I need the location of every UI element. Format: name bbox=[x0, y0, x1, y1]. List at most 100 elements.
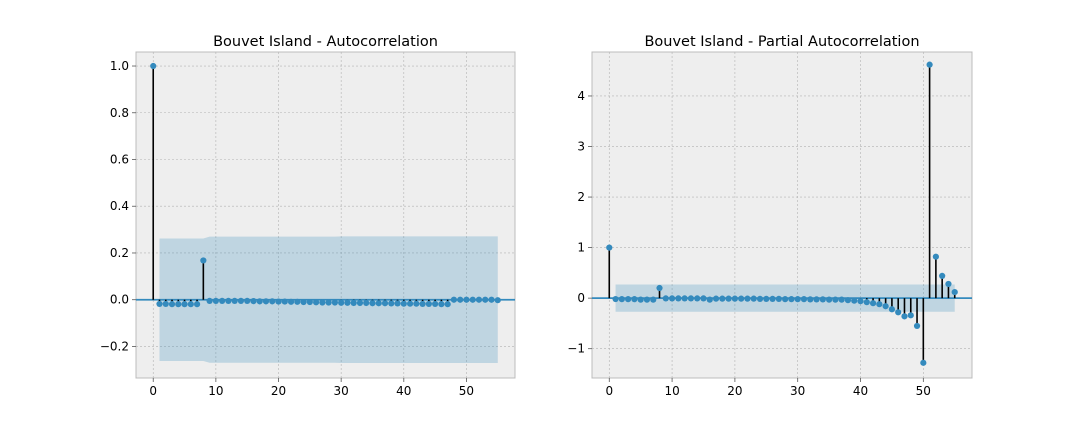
pacf-data-point bbox=[775, 295, 782, 303]
acf-data-point bbox=[494, 297, 501, 304]
acf-x-tick-label: 0 bbox=[149, 384, 157, 398]
acf-data-point bbox=[294, 298, 301, 305]
partial-autocorrelation-x-ticks: 0 10 20 30 40 50 bbox=[605, 378, 931, 398]
pacf-data-point bbox=[719, 295, 726, 302]
acf-data-point bbox=[488, 296, 495, 303]
autocorrelation-markers bbox=[150, 62, 501, 308]
acf-y-tick-label: 0.0 bbox=[110, 293, 129, 307]
pacf-y-tick-label: 3 bbox=[577, 140, 585, 154]
pacf-x-tick-label: 0 bbox=[605, 384, 613, 398]
acf-data-point bbox=[250, 298, 257, 305]
acf-data-point bbox=[475, 296, 483, 303]
acf-data-point bbox=[150, 62, 157, 70]
acf-data-point bbox=[338, 299, 345, 306]
acf-x-tick-label: 10 bbox=[208, 384, 223, 398]
pacf-data-point bbox=[643, 296, 651, 303]
acf-data-point bbox=[356, 299, 364, 307]
acf-x-tick-label: 30 bbox=[334, 384, 349, 398]
acf-y-tick-label: 1.0 bbox=[110, 59, 129, 73]
pacf-data-point bbox=[738, 295, 745, 302]
pacf-data-point bbox=[612, 295, 619, 303]
pacf-data-point bbox=[782, 296, 789, 303]
acf-data-point bbox=[394, 300, 401, 307]
acf-data-point bbox=[432, 300, 439, 308]
pacf-data-point bbox=[725, 295, 732, 302]
autocorrelation-x-ticks: 0 10 20 30 40 50 bbox=[149, 378, 474, 398]
acf-data-point bbox=[256, 298, 263, 305]
autocorrelation-y-ticks: −0.2 0.0 0.2 0.4 0.6 0.8 1.0 bbox=[100, 59, 136, 353]
pacf-data-point bbox=[656, 284, 663, 292]
acf-data-point bbox=[287, 298, 295, 305]
acf-y-tick-label: −0.2 bbox=[100, 339, 129, 353]
pacf-data-point bbox=[813, 296, 820, 303]
acf-data-point bbox=[181, 301, 188, 308]
pacf-data-point bbox=[819, 296, 826, 303]
acf-data-point bbox=[300, 298, 307, 306]
pacf-data-point bbox=[625, 296, 632, 303]
pacf-data-point bbox=[731, 295, 738, 302]
pacf-data-point bbox=[869, 300, 877, 307]
partial-autocorrelation-plot-area bbox=[591, 51, 973, 379]
acf-data-point bbox=[187, 301, 194, 308]
acf-data-point bbox=[406, 300, 414, 307]
pacf-data-point bbox=[932, 253, 939, 260]
acf-data-point bbox=[162, 300, 169, 308]
pacf-data-point bbox=[769, 295, 776, 303]
pacf-data-point bbox=[650, 296, 657, 303]
pacf-data-point bbox=[668, 295, 676, 302]
partial-autocorrelation-title: Bouvet Island - Partial Autocorrelation bbox=[644, 34, 919, 50]
acf-data-point bbox=[200, 257, 207, 264]
pacf-data-point bbox=[700, 295, 707, 302]
acf-data-point bbox=[219, 297, 226, 304]
acf-y-tick-label: 0.4 bbox=[110, 199, 129, 213]
pacf-y-tick-label: 4 bbox=[577, 89, 585, 103]
pacf-data-point bbox=[763, 295, 770, 303]
acf-data-point bbox=[262, 298, 270, 305]
pacf-data-point bbox=[750, 295, 757, 302]
pacf-data-point bbox=[876, 301, 883, 308]
pacf-data-point bbox=[851, 297, 858, 304]
acf-x-tick-label: 20 bbox=[271, 384, 286, 398]
acf-y-tick-label: 0.2 bbox=[110, 246, 129, 260]
pacf-data-point bbox=[694, 295, 701, 302]
acf-data-point bbox=[275, 298, 282, 305]
pacf-data-point bbox=[788, 296, 795, 303]
pacf-data-point bbox=[888, 306, 896, 313]
acf-data-point bbox=[350, 299, 357, 307]
acf-data-point bbox=[400, 300, 407, 307]
pacf-data-point bbox=[857, 298, 864, 305]
acf-data-point bbox=[325, 299, 332, 306]
acf-data-point bbox=[206, 297, 213, 304]
acf-data-point bbox=[269, 298, 276, 305]
pacf-y-tick-label: −1 bbox=[567, 342, 585, 356]
acf-y-tick-label: 0.6 bbox=[110, 152, 129, 166]
acf-data-point bbox=[463, 296, 470, 303]
pacf-x-tick-label: 10 bbox=[664, 384, 679, 398]
acf-data-point bbox=[156, 300, 163, 308]
acf-data-point bbox=[413, 300, 420, 307]
acf-data-point bbox=[469, 296, 476, 303]
pacf-data-point bbox=[844, 297, 852, 304]
acf-data-point bbox=[388, 300, 395, 307]
pacf-y-tick-label: 0 bbox=[577, 291, 585, 305]
pacf-data-point bbox=[913, 322, 921, 330]
pacf-data-point bbox=[907, 312, 914, 319]
acf-data-point bbox=[344, 299, 351, 306]
acf-data-point bbox=[231, 297, 238, 304]
acf-data-point bbox=[425, 300, 432, 308]
pacf-data-point bbox=[744, 295, 751, 302]
partial-autocorrelation-y-ticks: −1 0 1 2 3 4 bbox=[567, 89, 592, 356]
acf-data-point bbox=[438, 301, 445, 308]
pacf-data-point bbox=[920, 359, 927, 366]
pacf-data-point bbox=[951, 288, 958, 296]
pacf-data-point bbox=[606, 244, 613, 251]
acf-data-point bbox=[457, 296, 464, 303]
pacf-data-point bbox=[712, 295, 720, 302]
pacf-data-point bbox=[706, 296, 713, 303]
partial-autocorrelation-chart: 0 10 20 30 40 50 −1 0 1 2 3 4 Bouvet Island - Part… bbox=[567, 34, 973, 398]
acf-data-point bbox=[381, 300, 389, 307]
pacf-data-point bbox=[895, 309, 902, 316]
pacf-data-point bbox=[945, 280, 952, 288]
pacf-data-point bbox=[675, 295, 682, 302]
